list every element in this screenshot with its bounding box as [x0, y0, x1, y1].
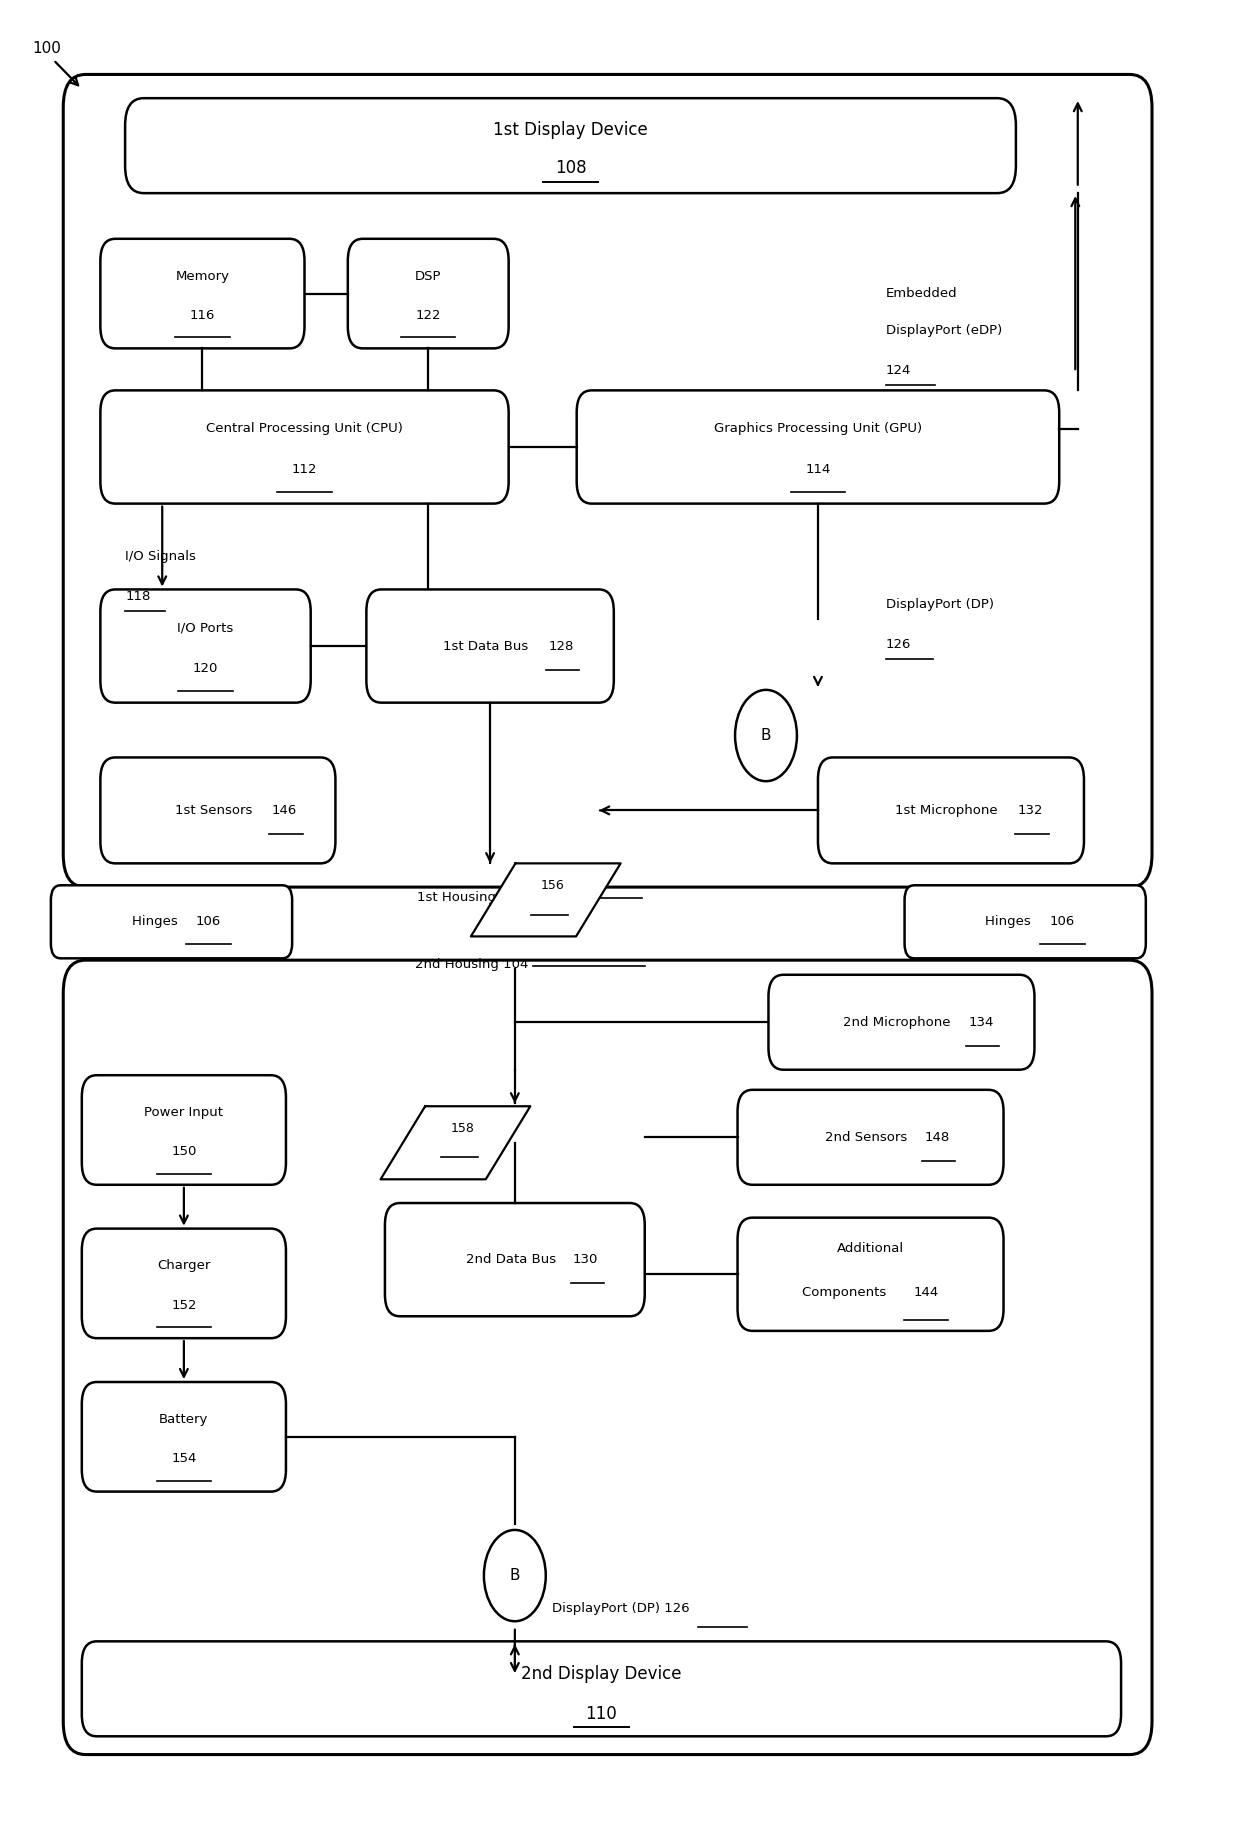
FancyBboxPatch shape [63, 960, 1152, 1754]
Text: Hinges: Hinges [131, 914, 182, 929]
Text: 124: 124 [887, 364, 911, 377]
Text: 114: 114 [805, 463, 831, 476]
Text: 110: 110 [585, 1705, 618, 1723]
Text: 116: 116 [190, 309, 215, 322]
Text: Power Input: Power Input [144, 1107, 223, 1119]
Text: 106: 106 [196, 914, 221, 929]
Text: 118: 118 [125, 591, 150, 604]
Text: DSP: DSP [415, 269, 441, 282]
FancyBboxPatch shape [82, 1641, 1121, 1736]
Text: 2nd Sensors: 2nd Sensors [825, 1130, 916, 1143]
Text: 152: 152 [171, 1299, 197, 1311]
FancyBboxPatch shape [100, 757, 336, 863]
Text: 150: 150 [171, 1145, 197, 1158]
Text: Embedded: Embedded [887, 287, 957, 300]
Text: 132: 132 [1018, 805, 1043, 818]
Text: Graphics Processing Unit (GPU): Graphics Processing Unit (GPU) [714, 422, 923, 435]
Text: DisplayPort (DP) 126: DisplayPort (DP) 126 [552, 1602, 689, 1615]
FancyBboxPatch shape [384, 1203, 645, 1317]
FancyBboxPatch shape [51, 885, 293, 958]
Text: Central Processing Unit (CPU): Central Processing Unit (CPU) [206, 422, 403, 435]
Text: 2nd Microphone: 2nd Microphone [843, 1015, 960, 1028]
Text: 156: 156 [541, 878, 564, 893]
Text: 112: 112 [291, 463, 317, 476]
Text: DisplayPort (DP): DisplayPort (DP) [887, 598, 994, 611]
Text: Components: Components [802, 1286, 894, 1299]
Text: 130: 130 [573, 1253, 599, 1266]
Text: I/O Ports: I/O Ports [177, 622, 233, 635]
FancyBboxPatch shape [100, 390, 508, 503]
Text: 1st Data Bus: 1st Data Bus [443, 640, 537, 653]
Polygon shape [471, 863, 620, 936]
Text: B: B [510, 1567, 520, 1584]
FancyBboxPatch shape [904, 885, 1146, 958]
Text: Memory: Memory [175, 269, 229, 282]
Text: 154: 154 [171, 1452, 197, 1465]
Text: 108: 108 [554, 159, 587, 177]
Text: Additional: Additional [837, 1242, 904, 1255]
Text: 128: 128 [548, 640, 574, 653]
FancyBboxPatch shape [818, 757, 1084, 863]
FancyBboxPatch shape [738, 1090, 1003, 1185]
Text: Battery: Battery [159, 1412, 208, 1427]
Text: 158: 158 [450, 1121, 474, 1134]
Text: 2nd Data Bus: 2nd Data Bus [465, 1253, 564, 1266]
Text: 106: 106 [1050, 914, 1075, 929]
FancyBboxPatch shape [82, 1229, 286, 1339]
Polygon shape [381, 1107, 531, 1180]
Text: I/O Signals: I/O Signals [125, 551, 196, 563]
FancyBboxPatch shape [100, 589, 311, 702]
Text: 122: 122 [415, 309, 441, 322]
FancyBboxPatch shape [769, 975, 1034, 1070]
Text: 146: 146 [272, 805, 296, 818]
Text: 2nd Display Device: 2nd Display Device [521, 1664, 682, 1683]
FancyBboxPatch shape [63, 75, 1152, 887]
Text: 148: 148 [924, 1130, 950, 1143]
Text: 134: 134 [968, 1015, 993, 1028]
Text: DisplayPort (eDP): DisplayPort (eDP) [887, 324, 1002, 337]
Text: 1st Housing 102: 1st Housing 102 [417, 891, 526, 904]
FancyBboxPatch shape [738, 1218, 1003, 1332]
Text: 120: 120 [193, 662, 218, 675]
Text: 1st Microphone: 1st Microphone [895, 805, 1007, 818]
FancyBboxPatch shape [366, 589, 614, 702]
FancyBboxPatch shape [347, 240, 508, 348]
Text: 1st Display Device: 1st Display Device [494, 121, 647, 139]
FancyBboxPatch shape [82, 1075, 286, 1185]
Text: Hinges: Hinges [986, 914, 1035, 929]
FancyBboxPatch shape [100, 240, 305, 348]
FancyBboxPatch shape [125, 99, 1016, 194]
FancyBboxPatch shape [82, 1383, 286, 1492]
Text: Charger: Charger [157, 1260, 211, 1273]
Text: 100: 100 [32, 42, 61, 57]
Text: B: B [761, 728, 771, 743]
Text: 144: 144 [914, 1286, 939, 1299]
Text: 1st Sensors: 1st Sensors [175, 805, 260, 818]
Text: 2nd Housing 104: 2nd Housing 104 [415, 958, 528, 971]
FancyBboxPatch shape [577, 390, 1059, 503]
Text: 126: 126 [887, 638, 911, 651]
